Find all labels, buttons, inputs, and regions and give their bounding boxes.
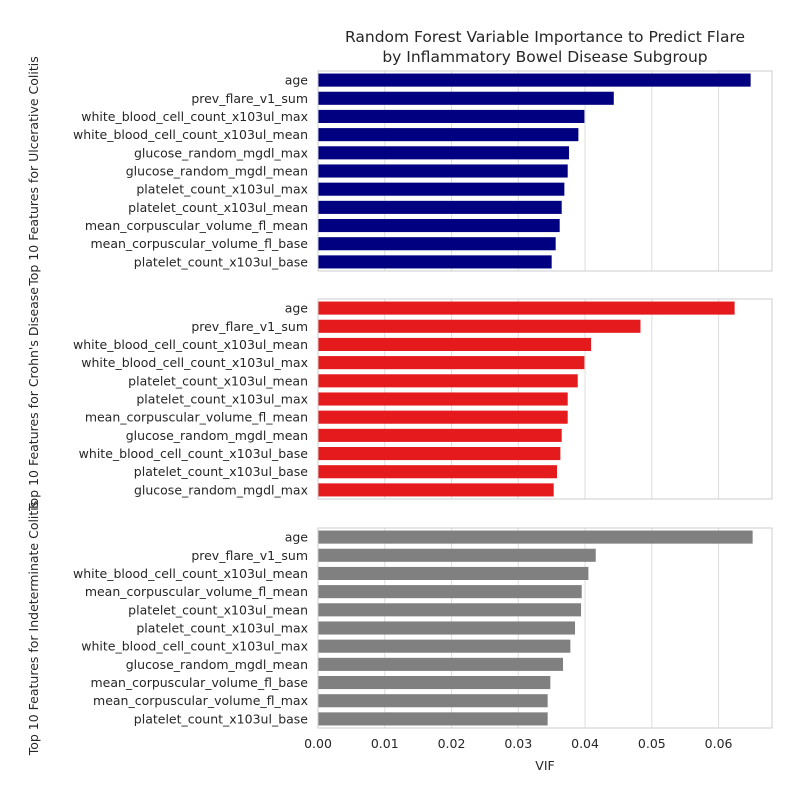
y-tick-label: prev_flare_v1_sum — [191, 91, 308, 106]
y-tick-label: white_blood_cell_count_x103ul_max — [81, 639, 308, 654]
y-tick-label: platelet_count_x103ul_max — [136, 182, 308, 197]
bar-mean_corpuscular_volume_fl_mean — [318, 219, 560, 233]
y-tick-label: white_blood_cell_count_x103ul_max — [81, 109, 308, 124]
bar-platelet_count_x103ul_base — [318, 465, 558, 479]
y-tick-label: glucose_random_mgdl_mean — [126, 164, 308, 179]
bar-glucose_random_mgdl_mean — [318, 164, 568, 178]
y-tick-label: mean_corpuscular_volume_fl_mean — [85, 218, 308, 233]
chart-title-line-1: Random Forest Variable Importance to Pre… — [345, 28, 745, 46]
bar-platelet_count_x103ul_max — [318, 182, 565, 196]
bar-mean_corpuscular_volume_fl_mean — [318, 410, 568, 424]
panels: age prev_flare_v1_sum white_blood_cell_cou… — [26, 56, 773, 757]
y-tick-label: white_blood_cell_count_x103ul_mean — [73, 337, 308, 352]
bar-age — [318, 73, 751, 87]
panel-2: age prev_flare_v1_sum white_blood_cell_cou… — [26, 287, 773, 512]
y-tick-label: platelet_count_x103ul_max — [136, 621, 308, 636]
y-tick-label: prev_flare_v1_sum — [191, 548, 308, 563]
y-tick-label: platelet_count_x103ul_base — [134, 711, 308, 726]
bar-prev_flare_v1_sum — [318, 548, 596, 562]
x-tick-label: 0.01 — [371, 736, 399, 751]
x-tick-label: 0.02 — [438, 736, 466, 751]
x-tick-label: 0.06 — [705, 736, 733, 751]
y-tick-label: glucose_random_mgdl_mean — [126, 657, 308, 672]
bar-glucose_random_mgdl_max — [318, 146, 570, 160]
bar-mean_corpuscular_volume_fl_mean — [318, 585, 582, 599]
y-axis-label: Top 10 Features for Indeterminate Coliti… — [26, 501, 41, 757]
y-tick-label: mean_corpuscular_volume_fl_mean — [85, 410, 308, 425]
bar-glucose_random_mgdl_max — [318, 483, 554, 497]
y-tick-label: age — [285, 73, 309, 88]
y-tick-label: prev_flare_v1_sum — [191, 319, 308, 334]
bar-mean_corpuscular_volume_fl_base — [318, 676, 551, 690]
y-tick-label: platelet_count_x103ul_base — [134, 464, 308, 479]
bar-platelet_count_x103ul_base — [318, 255, 552, 269]
y-tick-label: glucose_random_mgdl_max — [134, 482, 308, 497]
bar-mean_corpuscular_volume_fl_base — [318, 237, 556, 251]
bar-white_blood_cell_count_x103ul_max — [318, 356, 585, 370]
bar-platelet_count_x103ul_mean — [318, 374, 578, 388]
y-axis-label: Top 10 Features for Ulcerative Colitis — [26, 56, 41, 286]
bar-white_blood_cell_count_x103ul_mean — [318, 566, 589, 580]
bar-white_blood_cell_count_x103ul_max — [318, 639, 571, 653]
y-tick-label: platelet_count_x103ul_max — [136, 392, 308, 407]
bar-age — [318, 301, 735, 315]
bar-white_blood_cell_count_x103ul_max — [318, 109, 585, 123]
bar-white_blood_cell_count_x103ul_mean — [318, 337, 592, 351]
y-tick-label: white_blood_cell_count_x103ul_base — [79, 446, 309, 461]
y-tick-label: age — [285, 301, 309, 316]
bar-glucose_random_mgdl_mean — [318, 657, 564, 671]
y-tick-label: mean_corpuscular_volume_fl_mean — [85, 584, 308, 599]
panel-frame — [317, 527, 773, 729]
bar-age — [318, 530, 753, 544]
y-tick-label: age — [285, 530, 309, 545]
bar-glucose_random_mgdl_mean — [318, 428, 562, 442]
y-tick-label: glucose_random_mgdl_max — [134, 145, 308, 160]
bar-prev_flare_v1_sum — [318, 91, 614, 105]
y-tick-label: mean_corpuscular_volume_fl_base — [90, 236, 308, 251]
panel-3: age prev_flare_v1_sum white_blood_cell_cou… — [26, 501, 773, 757]
y-tick-label: platelet_count_x103ul_mean — [128, 373, 308, 388]
bar-platelet_count_x103ul_mean — [318, 603, 582, 617]
bar-white_blood_cell_count_x103ul_mean — [318, 128, 579, 142]
x-tick-label: 0.03 — [504, 736, 532, 751]
x-axis: 0.00 0.01 0.02 0.03 0.04 0.05 0.06 — [304, 736, 732, 751]
y-tick-label: platelet_count_x103ul_mean — [128, 200, 308, 215]
panel-1: age prev_flare_v1_sum white_blood_cell_cou… — [26, 56, 773, 287]
bar-platelet_count_x103ul_base — [318, 712, 548, 726]
y-axis-label: Top 10 Features for Crohn's Disease — [26, 287, 41, 512]
x-tick-label: 0.05 — [638, 736, 666, 751]
y-tick-label: mean_corpuscular_volume_fl_max — [93, 693, 308, 708]
bar-platelet_count_x103ul_max — [318, 392, 568, 406]
y-tick-label: glucose_random_mgdl_mean — [126, 428, 308, 443]
panel-frame — [317, 70, 773, 272]
bar-platelet_count_x103ul_max — [318, 621, 576, 635]
y-tick-label: white_blood_cell_count_x103ul_max — [81, 355, 308, 370]
y-tick-label: white_blood_cell_count_x103ul_mean — [73, 127, 308, 142]
chart-title-line-2: by Inflammatory Bowel Disease Subgroup — [382, 48, 707, 66]
y-tick-label: platelet_count_x103ul_mean — [128, 602, 308, 617]
panel-frame — [317, 298, 773, 500]
x-tick-label: 0.00 — [304, 736, 332, 751]
y-tick-label: mean_corpuscular_volume_fl_base — [90, 675, 308, 690]
bar-prev_flare_v1_sum — [318, 319, 641, 333]
bar-white_blood_cell_count_x103ul_base — [318, 447, 561, 461]
x-tick-label: 0.04 — [571, 736, 599, 751]
bar-platelet_count_x103ul_mean — [318, 200, 562, 214]
x-axis-label: VIF — [535, 758, 554, 773]
y-tick-label: white_blood_cell_count_x103ul_mean — [73, 566, 308, 581]
y-tick-label: platelet_count_x103ul_base — [134, 254, 308, 269]
bar-mean_corpuscular_volume_fl_max — [318, 694, 548, 708]
